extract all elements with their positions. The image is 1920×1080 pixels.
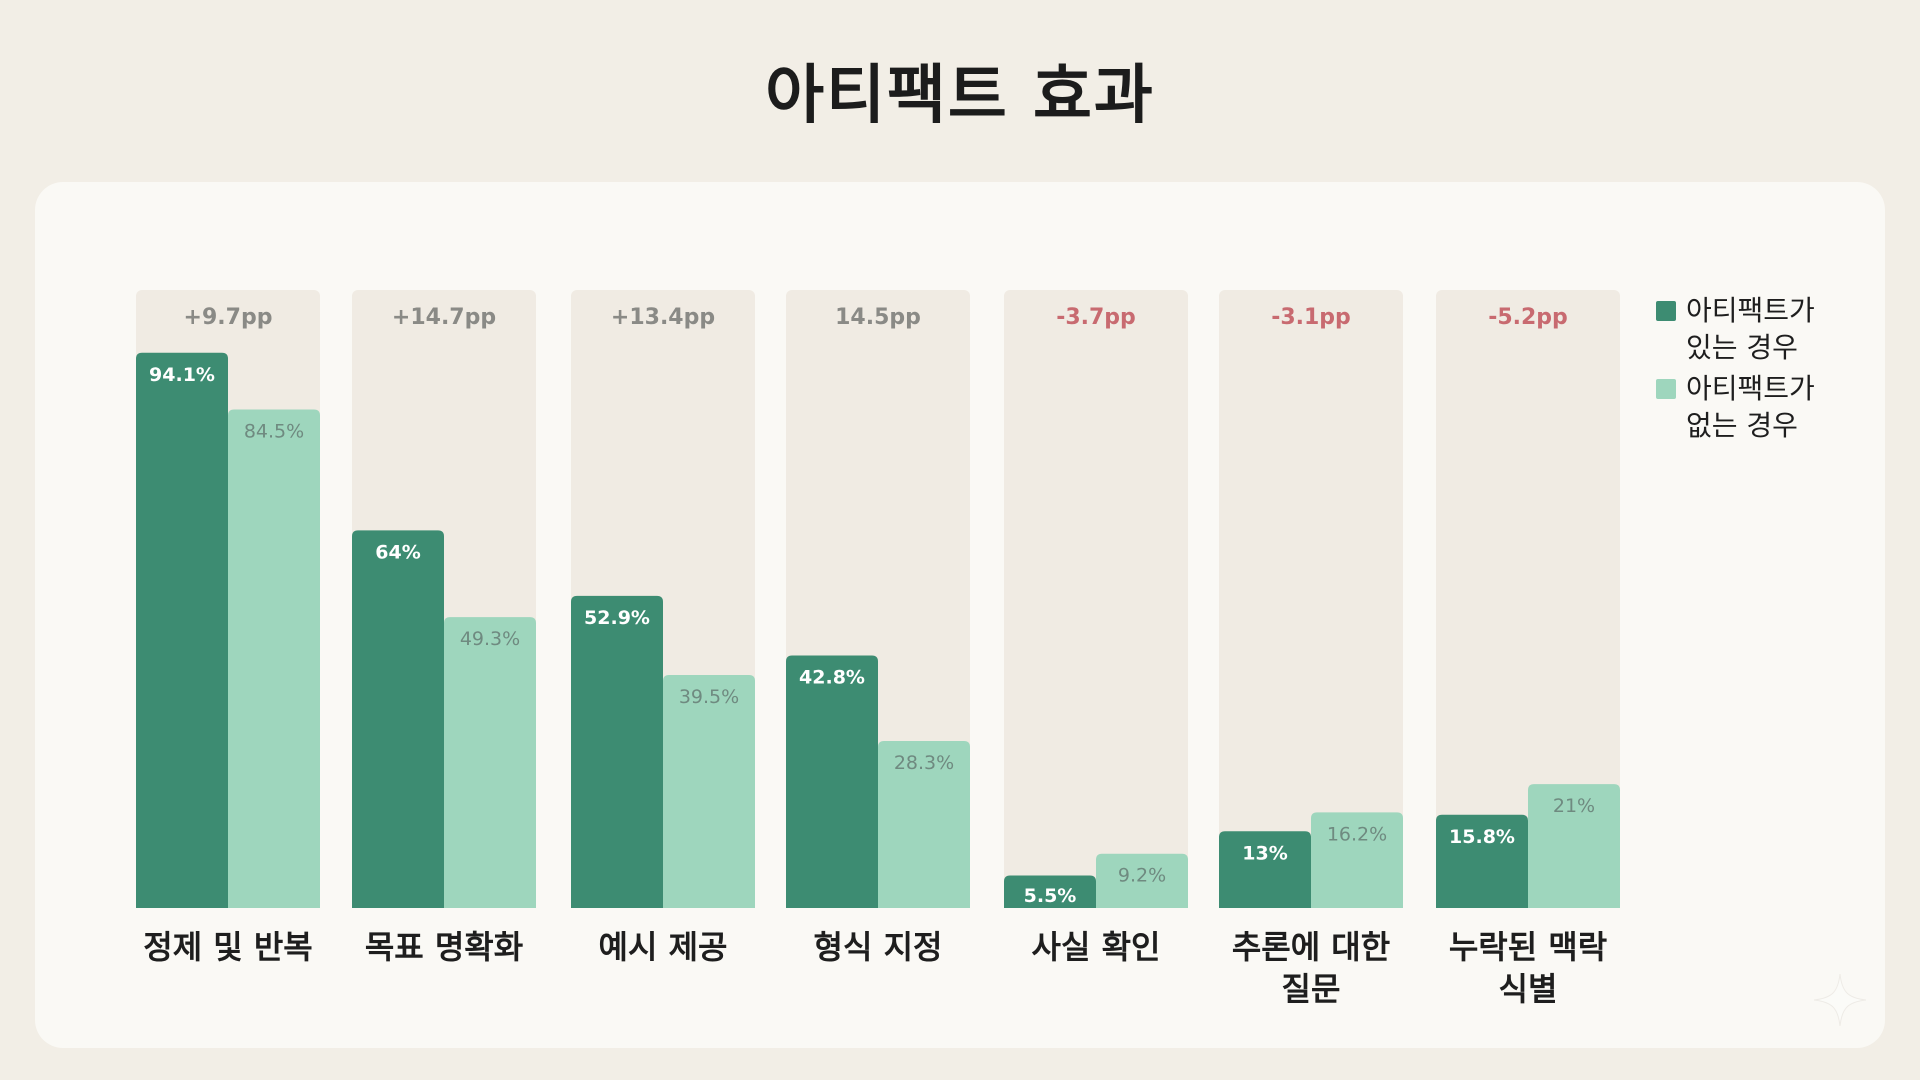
data-label: 52.9% <box>584 607 650 629</box>
legend-label-with-artifact: 아티팩트가 있는 경우 <box>1686 292 1856 366</box>
bar-with-artifact <box>1219 831 1311 908</box>
data-label: 15.8% <box>1449 826 1515 848</box>
category-label: 식별 <box>1499 970 1558 1008</box>
bar-without-artifact <box>1528 784 1620 908</box>
difference-label: -3.1pp <box>1271 305 1351 330</box>
category-label: 형식 지정 <box>814 928 943 966</box>
sparkle-icon <box>1813 973 1867 1027</box>
category-track <box>1436 290 1620 908</box>
bar-without-artifact <box>878 741 970 908</box>
bar-with-artifact <box>1004 875 1096 908</box>
difference-label: 14.5pp <box>835 305 921 330</box>
category-label: 정제 및 반복 <box>143 928 312 966</box>
bar-with-artifact <box>1436 814 1528 908</box>
bar-without-artifact <box>444 617 536 908</box>
data-label: 9.2% <box>1118 865 1166 887</box>
legend-label-line: 있는 경우 <box>1686 331 1798 364</box>
legend-swatch-with-artifact <box>1656 301 1676 321</box>
difference-label: +13.4pp <box>611 305 715 330</box>
bar-with-artifact <box>571 595 663 908</box>
legend-swatch-without-artifact <box>1656 379 1676 399</box>
difference-label: +9.7pp <box>184 305 273 330</box>
category-track <box>1219 290 1403 908</box>
data-label: 84.5% <box>244 420 304 442</box>
bar-with-artifact <box>352 530 444 908</box>
category-label: 사실 확인 <box>1032 928 1161 966</box>
chart-title: 아티팩트 효과 <box>765 59 1155 133</box>
legend-label-line: 아티팩트가 <box>1686 372 1815 405</box>
category-label: 질문 <box>1282 970 1341 1008</box>
data-label: 5.5% <box>1024 885 1077 907</box>
data-label: 94.1% <box>149 364 215 386</box>
bar-without-artifact <box>663 674 755 908</box>
data-label: 64% <box>375 541 420 563</box>
difference-label: -5.2pp <box>1488 305 1568 330</box>
category-label: 목표 명확화 <box>365 928 523 966</box>
legend-label-line: 아티팩트가 <box>1686 294 1815 327</box>
category-label: 누락된 맥락 <box>1449 928 1607 966</box>
bar-with-artifact <box>786 655 878 908</box>
data-label: 28.3% <box>894 752 954 774</box>
data-label: 39.5% <box>679 686 739 708</box>
category-track <box>1004 290 1188 908</box>
category-label: 추론에 대한 <box>1232 928 1390 966</box>
difference-label: +14.7pp <box>392 305 496 330</box>
legend: 아티팩트가 있는 경우 아티팩트가 없는 경우 <box>1656 292 1856 448</box>
bar-with-artifact <box>136 352 228 908</box>
legend-label-line: 없는 경우 <box>1686 409 1798 442</box>
data-label: 21% <box>1553 795 1595 817</box>
legend-item-with-artifact: 아티팩트가 있는 경우 <box>1656 292 1856 366</box>
bar-without-artifact <box>1311 812 1403 908</box>
data-label: 16.2% <box>1327 823 1387 845</box>
legend-item-without-artifact: 아티팩트가 없는 경우 <box>1656 370 1856 444</box>
bar-without-artifact <box>228 409 320 908</box>
bar-without-artifact <box>1096 853 1188 908</box>
data-label: 13% <box>1242 842 1287 864</box>
data-label: 49.3% <box>460 628 520 650</box>
category-label: 예시 제공 <box>599 928 728 966</box>
legend-label-without-artifact: 아티팩트가 없는 경우 <box>1686 370 1856 444</box>
data-label: 42.8% <box>799 666 865 688</box>
difference-label: -3.7pp <box>1056 305 1136 330</box>
